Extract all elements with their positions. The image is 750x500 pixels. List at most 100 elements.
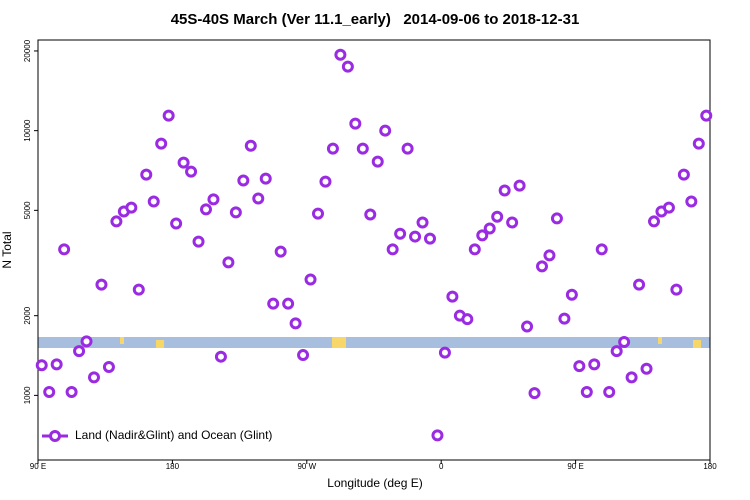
- data-point: [543, 249, 556, 262]
- data-point: [304, 273, 317, 286]
- data-point: [297, 349, 310, 362]
- data-point: [289, 317, 302, 330]
- data-point: [110, 215, 123, 228]
- data-point: [282, 297, 295, 310]
- data-point: [140, 168, 153, 181]
- plot-frame: [37, 39, 711, 461]
- data-point: [409, 230, 422, 243]
- data-point: [603, 385, 616, 398]
- data-point: [491, 210, 504, 223]
- data-point: [73, 345, 86, 358]
- data-point: [162, 109, 175, 122]
- data-point: [468, 243, 481, 256]
- data-point: [222, 256, 235, 269]
- data-point: [498, 184, 511, 197]
- data-point: [640, 362, 653, 375]
- data-point: [102, 360, 115, 373]
- data-point: [610, 345, 623, 358]
- chart-title: 45S-40S March (Ver 11.1_early) 2014-09-0…: [171, 11, 580, 28]
- data-point: [192, 235, 205, 248]
- data-point: [244, 139, 257, 152]
- data-point: [80, 335, 93, 348]
- data-point: [550, 212, 563, 225]
- data-point: [558, 312, 571, 325]
- legend-label: Land (Nadir&Glint) and Ocean (Glint): [75, 428, 272, 442]
- data-point: [371, 155, 384, 168]
- data-point: [259, 172, 272, 185]
- data-point: [580, 385, 593, 398]
- data-point: [461, 313, 474, 326]
- data-point: [648, 215, 660, 228]
- data-point: [424, 232, 436, 245]
- data-point: [685, 195, 698, 208]
- data-point: [95, 278, 108, 291]
- data-point: [633, 278, 646, 291]
- data-point: [274, 245, 287, 258]
- data-point: [334, 48, 347, 61]
- data-point: [446, 290, 459, 303]
- data-point: [506, 216, 519, 229]
- data-point: [125, 201, 138, 214]
- data-point: [700, 109, 713, 122]
- data-point: [364, 208, 377, 221]
- data-point: [50, 358, 63, 371]
- data-point: [147, 195, 160, 208]
- x-tick-label: 90 E: [567, 462, 583, 471]
- data-point: [483, 222, 496, 235]
- x-tick-label: 180: [166, 462, 180, 471]
- data-point: [379, 124, 392, 137]
- data-point: [670, 283, 683, 296]
- data-point: [476, 229, 489, 242]
- y-tick-label: 5000: [23, 201, 32, 219]
- data-point: [528, 387, 541, 400]
- y-tick-label: 2000: [23, 306, 32, 324]
- y-tick-label: 20000: [23, 39, 32, 62]
- data-point: [185, 165, 198, 178]
- data-point: [677, 168, 690, 181]
- data-point: [662, 201, 675, 214]
- data-point: [312, 207, 324, 220]
- data-point: [595, 243, 608, 256]
- data-point: [438, 346, 451, 359]
- y-axis-label: N Total: [0, 231, 14, 268]
- legend-marker: [49, 430, 61, 442]
- data-point: [65, 385, 78, 398]
- data-point: [319, 175, 332, 188]
- data-point: [521, 320, 534, 333]
- data-point: [341, 60, 354, 73]
- data-point: [394, 227, 407, 240]
- x-tick-label: 0: [439, 462, 444, 471]
- x-tick-label: 180: [703, 462, 717, 471]
- data-point: [237, 174, 250, 187]
- data-point: [573, 360, 586, 373]
- data-point: [416, 216, 429, 229]
- data-point: [386, 243, 399, 256]
- data-point: [214, 350, 227, 363]
- data-point: [431, 429, 444, 442]
- data-point: [349, 117, 362, 130]
- x-tick-label: 90 E: [30, 462, 46, 471]
- surface-band: [38, 337, 710, 348]
- y-tick-label: 10000: [23, 119, 32, 142]
- data-point: [618, 336, 631, 349]
- data-point: [625, 371, 638, 384]
- data-point: [58, 243, 71, 256]
- data-point: [513, 179, 526, 192]
- data-point: [252, 192, 265, 205]
- data-point: [43, 385, 56, 398]
- y-tick-label: 1000: [23, 386, 32, 404]
- data-point: [170, 217, 183, 230]
- data-point: [356, 142, 369, 155]
- data-point: [229, 206, 242, 219]
- data-point: [132, 283, 145, 296]
- land-patches: [120, 337, 701, 348]
- data-point: [326, 142, 339, 155]
- data-point: [155, 137, 168, 150]
- data-point: [401, 142, 414, 155]
- data-point: [565, 288, 578, 301]
- data-point: [692, 137, 705, 150]
- data-point: [267, 297, 280, 310]
- data-point: [200, 203, 212, 216]
- data-point: [536, 260, 548, 273]
